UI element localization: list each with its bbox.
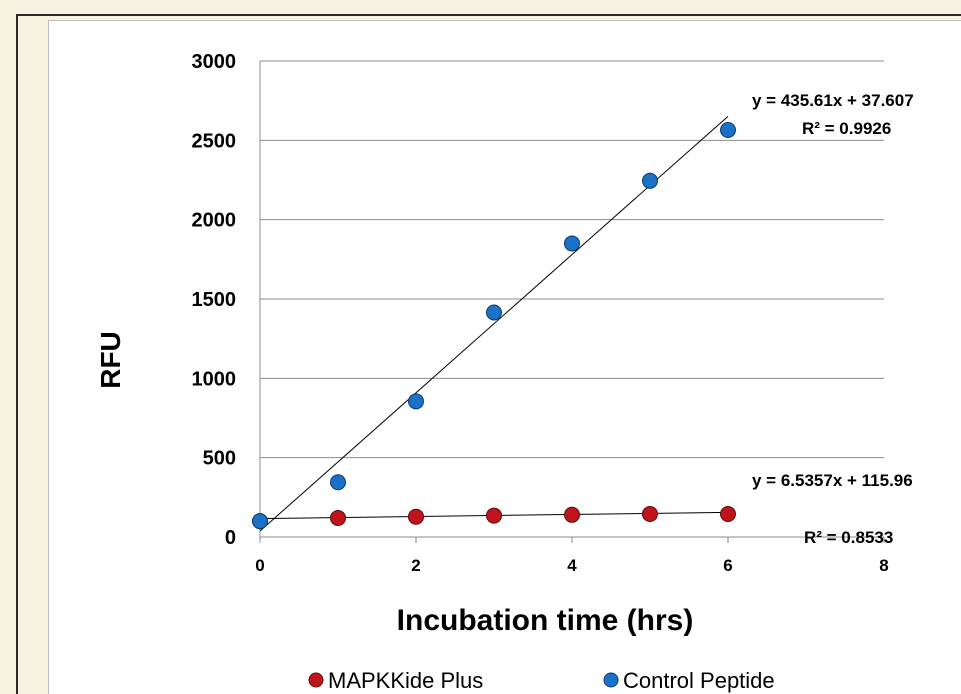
x-tick-label-2: 2	[411, 556, 420, 575]
data-points	[252, 122, 736, 530]
mapkkide-trend-r2: R² = 0.8533	[804, 528, 893, 547]
control-point-4	[564, 235, 580, 252]
control-point-5	[642, 172, 658, 189]
trendlines	[259, 115, 729, 532]
control-point-1	[330, 474, 346, 491]
control-point-6	[720, 122, 736, 139]
mapkkide-point-1	[330, 509, 346, 526]
control-point-3	[486, 304, 502, 321]
axes	[259, 61, 885, 543]
mapkkide-trend-equation: y = 6.5357x + 115.96	[752, 471, 913, 490]
legend-marker-control	[603, 672, 619, 688]
control-point-2	[408, 393, 424, 410]
legend-marker-mapkkide	[308, 672, 324, 688]
x-tick-label-4: 4	[567, 556, 577, 575]
y-tick-label-1000: 1000	[192, 368, 237, 390]
mapkkide-point-2	[408, 508, 424, 525]
chart-panel	[48, 20, 961, 694]
y-tick-label-2000: 2000	[192, 210, 237, 232]
control-point-0	[252, 513, 268, 530]
y-tick-label-2500: 2500	[192, 130, 237, 152]
y-tick-label-0: 0	[225, 527, 236, 549]
mapkkide-point-5	[642, 505, 658, 522]
control-trend-equation: y = 435.61x + 37.607	[752, 91, 914, 110]
y-tick-label-3000: 3000	[192, 51, 237, 73]
control-trend-r2: R² = 0.9926	[802, 119, 891, 138]
mapkkide-point-6	[720, 505, 736, 522]
x-tick-label-8: 8	[879, 556, 888, 575]
mapkkide-point-4	[564, 506, 580, 523]
x-tick-labels: 0 2 4 6 8	[255, 556, 888, 575]
trendline-control	[259, 115, 729, 532]
legend-label-control: Control Peptide	[623, 668, 775, 693]
x-axis-label: Incubation time (hrs)	[397, 604, 694, 637]
y-tick-label-1500: 1500	[192, 289, 237, 311]
x-tick-label-0: 0	[255, 556, 264, 575]
gridlines	[260, 60, 884, 459]
y-axis-label: RFU	[95, 331, 126, 389]
legend-label-mapkkide: MAPKKide Plus	[328, 668, 483, 693]
x-tick-label-6: 6	[723, 556, 732, 575]
y-tick-labels: 0 500 1000 1500 2000 2500 3000	[192, 51, 237, 549]
mapkkide-point-3	[486, 507, 502, 524]
y-tick-label-500: 500	[203, 448, 236, 470]
